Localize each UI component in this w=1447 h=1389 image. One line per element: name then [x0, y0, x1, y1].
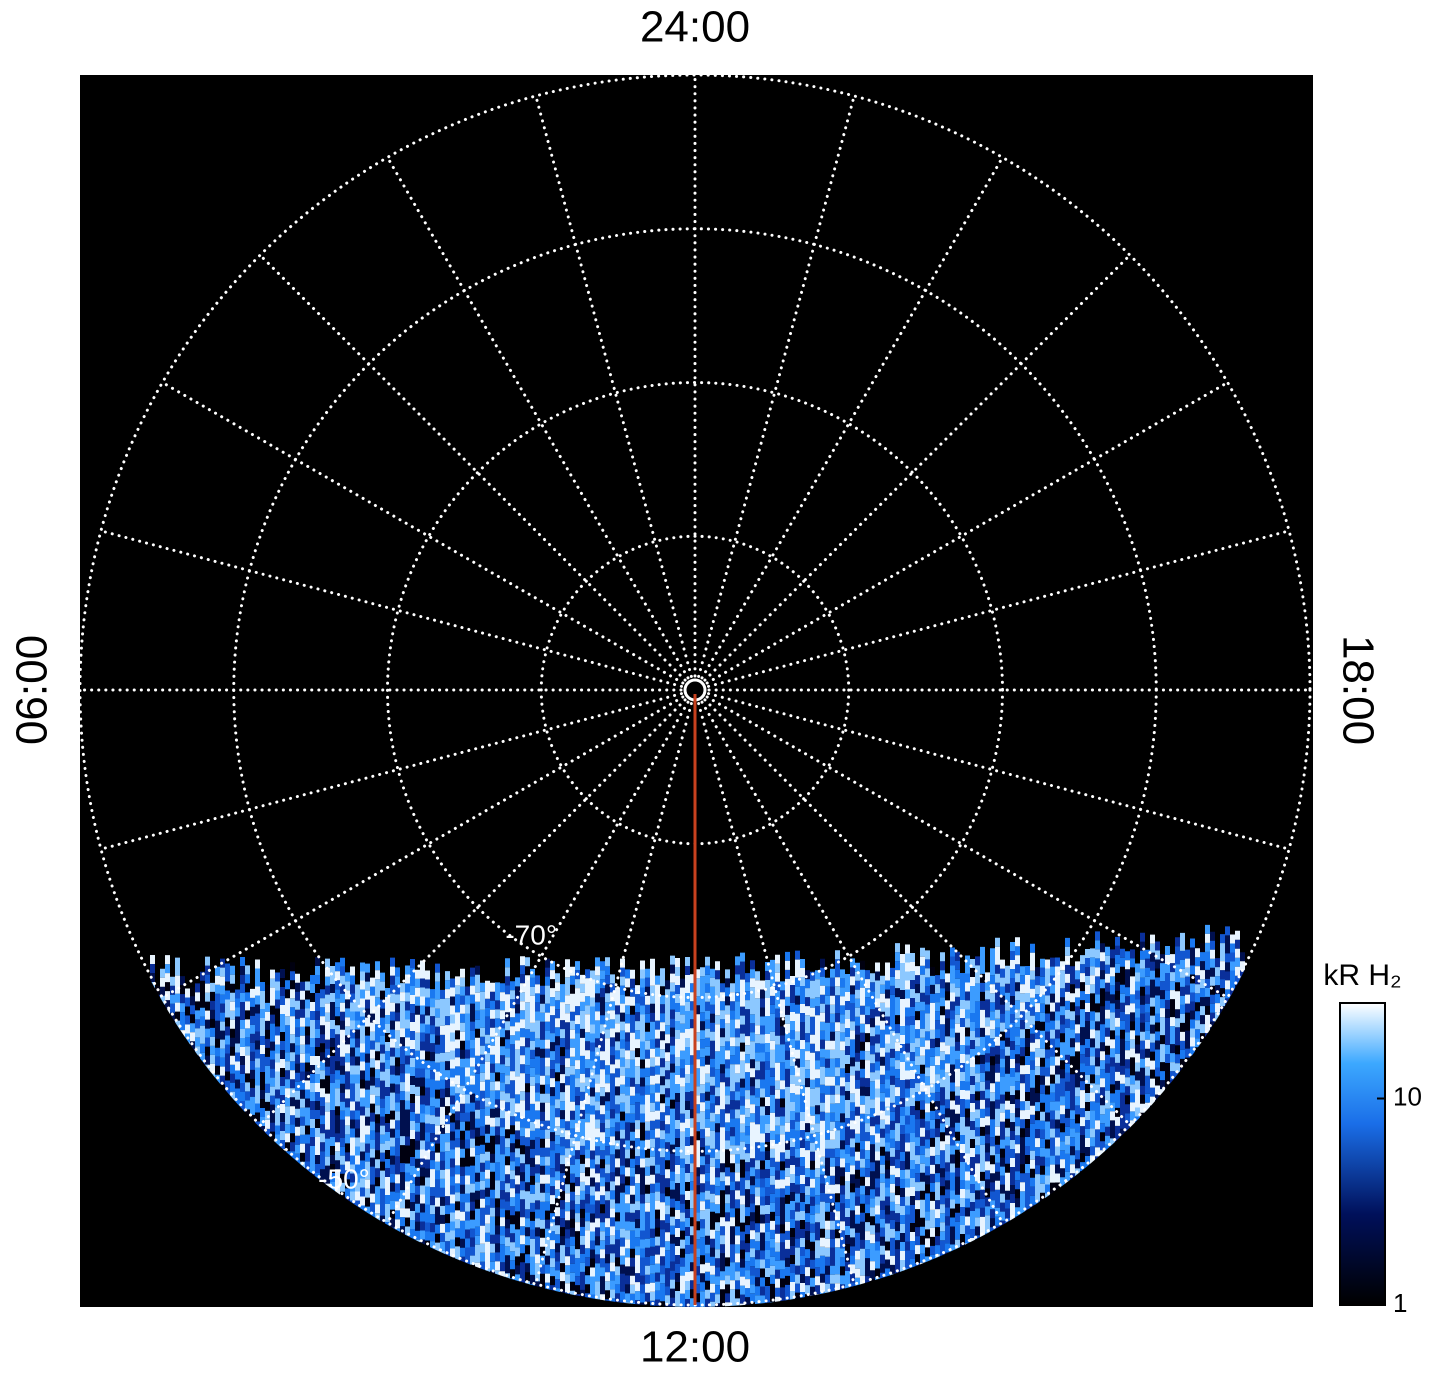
hour-label: 18:00 — [1333, 635, 1382, 745]
emission-cells — [150, 937, 1245, 1307]
meridian — [386, 155, 690, 680]
meridian — [700, 155, 1004, 680]
latitude-label: -50° — [318, 1163, 370, 1194]
meridian — [700, 700, 1004, 1225]
meridian — [160, 381, 685, 685]
meridian — [707, 529, 1291, 688]
meridian — [99, 529, 683, 688]
hour-label: 06:00 — [8, 635, 57, 745]
colorbar — [1339, 1002, 1386, 1306]
meridian — [705, 695, 1230, 999]
hour-label: 24:00 — [640, 3, 750, 52]
meridian — [697, 94, 856, 678]
latitude-label: -70° — [505, 920, 557, 951]
meridian — [703, 253, 1132, 682]
meridian — [258, 253, 687, 682]
colorbar-tick-label: 10 — [1393, 1081, 1422, 1111]
meridian — [697, 702, 856, 1286]
colorbar-label: kR H₂ — [1323, 959, 1401, 992]
colorbar-tick-label: 1 — [1393, 1288, 1407, 1318]
meridian — [705, 381, 1230, 685]
meridian — [707, 692, 1291, 851]
meridian — [534, 94, 693, 678]
emission-cells — [150, 924, 1245, 1307]
meridian — [258, 698, 687, 1127]
hour-label: 12:00 — [640, 1323, 750, 1372]
meridian — [160, 695, 685, 999]
meridian — [386, 700, 690, 1225]
meridian — [99, 692, 683, 851]
meridian — [703, 698, 1132, 1127]
meridian — [534, 702, 693, 1286]
emission-cells — [150, 932, 1245, 1307]
